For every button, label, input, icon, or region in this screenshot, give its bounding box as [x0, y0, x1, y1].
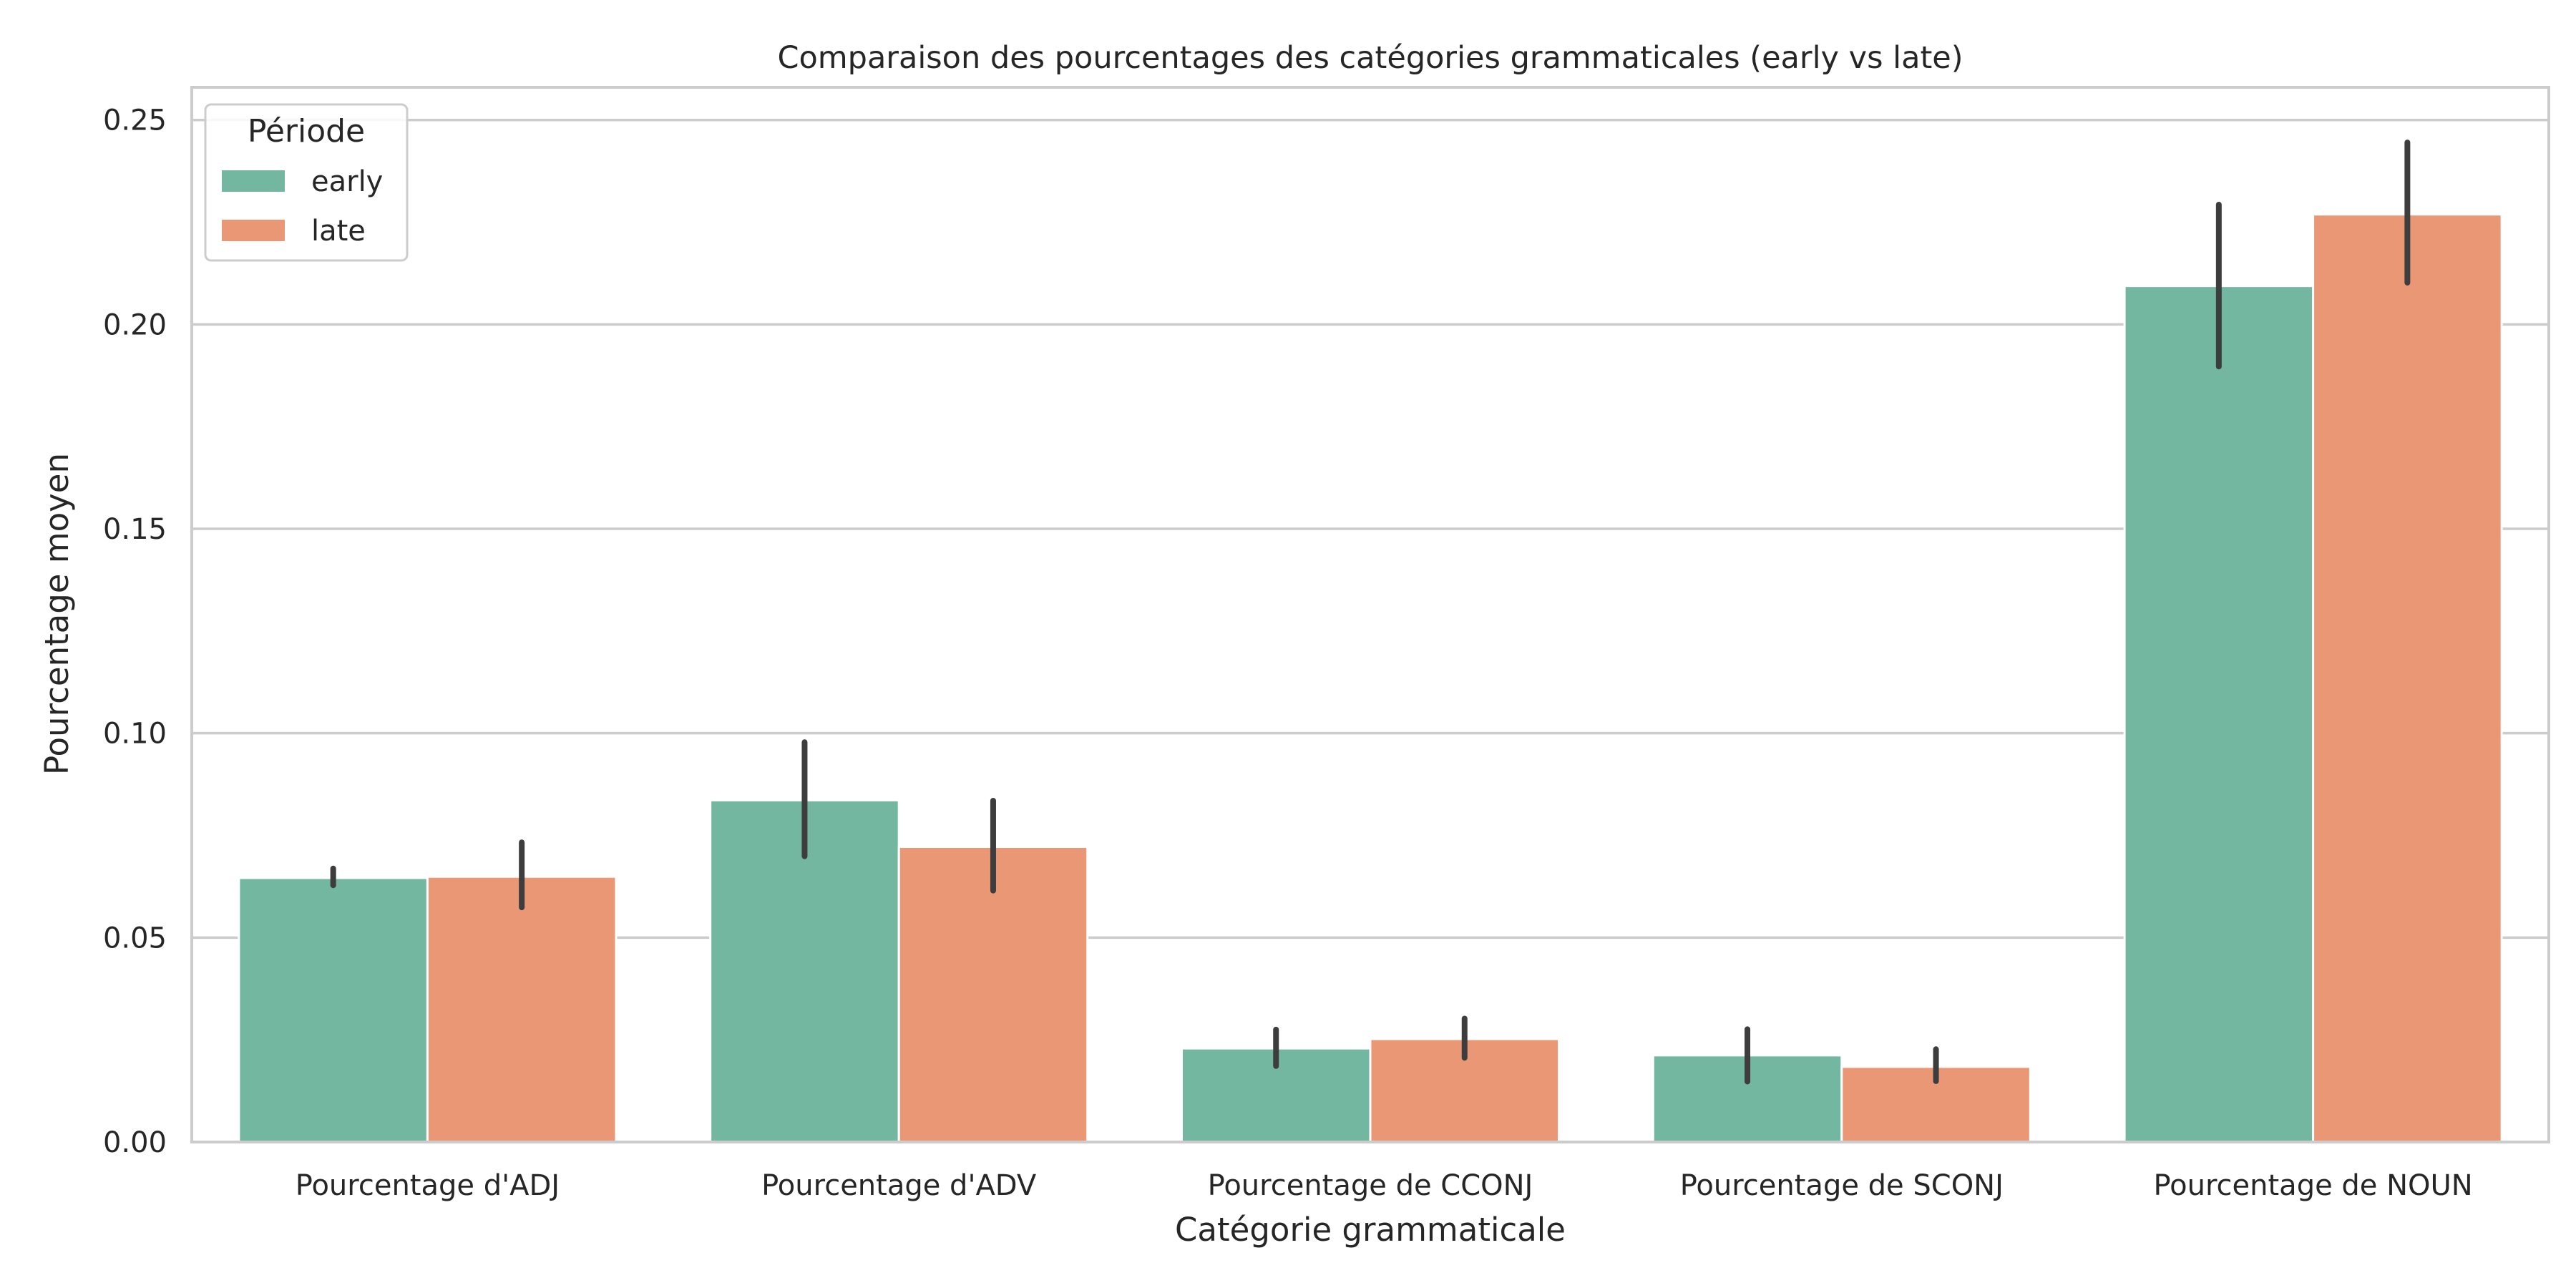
y-axis-ticks: 0.00 0.05 0.10 0.15 0.20 0.25 [103, 104, 167, 1159]
bar-late [2312, 213, 2503, 1143]
legend: Période early late [204, 103, 409, 262]
x-tick-label: Pourcentage de SCONJ [1680, 1169, 2004, 1202]
x-axis-label: Catégorie grammaticale [1175, 1211, 1566, 1249]
legend-swatch-early [222, 170, 285, 192]
legend-items: early late [222, 165, 383, 248]
x-tick-label: Pourcentage de CCONJ [1208, 1169, 1533, 1202]
y-tick-label: 0.00 [103, 1126, 167, 1159]
error-bars [330, 140, 2411, 1085]
y-axis-label: Pourcentage moyen [38, 453, 76, 775]
bars [238, 213, 2503, 1143]
plot-frame [190, 86, 2550, 1143]
x-tick-label: Pourcentage d'ADJ [296, 1169, 560, 1202]
y-tick-label: 0.15 [103, 513, 167, 546]
bar-late [426, 875, 618, 1143]
x-axis-ticks: Pourcentage d'ADJ Pourcentage d'ADV Pource… [296, 1169, 2473, 1202]
bar-early [2123, 285, 2315, 1143]
chart-title: Comparaison des pourcentages des catégor… [777, 40, 1963, 76]
legend-label-late: late [311, 215, 366, 248]
bar-early [238, 877, 429, 1143]
x-tick-label: Pourcentage de NOUN [2153, 1169, 2472, 1202]
y-tick-label: 0.20 [103, 308, 167, 341]
y-tick-label: 0.10 [103, 718, 167, 751]
y-tick-label: 0.05 [103, 922, 167, 955]
legend-title: Période [248, 113, 365, 150]
x-tick-label: Pourcentage d'ADV [761, 1169, 1037, 1202]
bar-late [897, 846, 1089, 1143]
y-tick-label: 0.25 [103, 104, 167, 137]
legend-swatch-late [222, 220, 285, 241]
legend-label-early: early [311, 165, 383, 198]
